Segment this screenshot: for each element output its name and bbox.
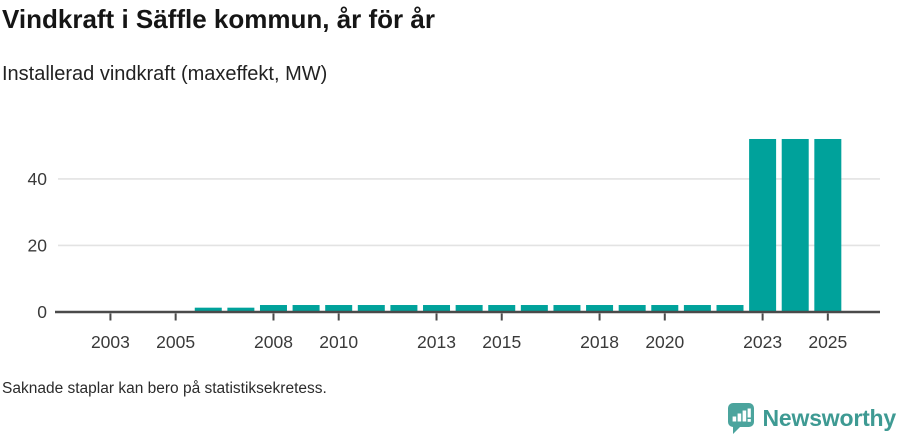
x-tick-label: 2013 bbox=[417, 332, 456, 352]
bar-2016 bbox=[520, 305, 548, 312]
x-tick-label: 2020 bbox=[645, 332, 684, 352]
footnote: Saknade staplar kan bero på statistiksek… bbox=[2, 380, 327, 397]
bar-2025 bbox=[814, 138, 842, 312]
bar-2008 bbox=[259, 305, 287, 312]
bar-2007 bbox=[227, 307, 255, 312]
newsworthy-wordmark: Newsworthy bbox=[762, 404, 897, 431]
x-tick-label: 2005 bbox=[156, 332, 195, 352]
x-tick-label: 2010 bbox=[319, 332, 358, 352]
bar-2021 bbox=[683, 305, 711, 312]
bar-2009 bbox=[292, 305, 320, 312]
x-tick-label: 2003 bbox=[91, 332, 130, 352]
bar-chart: 2003 2005 2008 2010 2013 2015 2018 2020 2023 2025… bbox=[28, 138, 880, 352]
chart-title: Vindkraft i Säffle kommun, år för år bbox=[2, 4, 435, 34]
bar-2017 bbox=[553, 305, 581, 312]
bar-2015 bbox=[488, 305, 516, 312]
newsworthy-brand: Newsworthy bbox=[727, 402, 896, 434]
bar-2023 bbox=[749, 138, 777, 312]
bar-2006 bbox=[194, 307, 222, 312]
bar-2014 bbox=[455, 305, 483, 312]
bar-2010 bbox=[325, 305, 353, 312]
y-tick-label: 40 bbox=[28, 169, 48, 189]
x-tick-label: 2008 bbox=[254, 332, 293, 352]
y-tick-label: 0 bbox=[37, 302, 47, 322]
x-tick-label: 2023 bbox=[743, 332, 782, 352]
x-tick-label: 2025 bbox=[808, 332, 847, 352]
bar-2020 bbox=[651, 305, 679, 312]
bar-2012 bbox=[390, 305, 418, 312]
newsworthy-logo-icon bbox=[727, 403, 754, 434]
chart-subtitle: Installerad vindkraft (maxeffekt, MW) bbox=[2, 63, 328, 85]
bar-2018 bbox=[586, 305, 614, 312]
bar-2022 bbox=[716, 305, 744, 312]
bar-2019 bbox=[618, 305, 646, 312]
bar-2013 bbox=[423, 305, 451, 312]
bar-2024 bbox=[781, 138, 809, 312]
y-tick-label: 20 bbox=[28, 235, 48, 255]
bar-2011 bbox=[357, 305, 385, 312]
x-tick-label: 2015 bbox=[482, 332, 521, 352]
x-tick-label: 2018 bbox=[580, 332, 619, 352]
